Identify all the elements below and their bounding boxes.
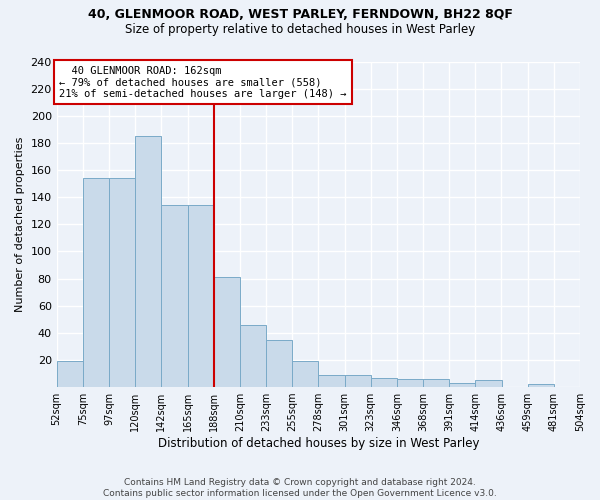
- Text: 40 GLENMOOR ROAD: 162sqm
← 79% of detached houses are smaller (558)
21% of semi-: 40 GLENMOOR ROAD: 162sqm ← 79% of detach…: [59, 66, 347, 99]
- Bar: [449, 383, 475, 387]
- Bar: [214, 277, 240, 387]
- Bar: [527, 384, 554, 387]
- Text: Size of property relative to detached houses in West Parley: Size of property relative to detached ho…: [125, 22, 475, 36]
- Bar: [240, 324, 266, 387]
- Text: Contains HM Land Registry data © Crown copyright and database right 2024.
Contai: Contains HM Land Registry data © Crown c…: [103, 478, 497, 498]
- Bar: [161, 206, 187, 387]
- Bar: [292, 362, 319, 387]
- Bar: [135, 136, 161, 387]
- Bar: [397, 379, 423, 387]
- Bar: [109, 178, 135, 387]
- Bar: [475, 380, 502, 387]
- Bar: [319, 375, 344, 387]
- Bar: [371, 378, 397, 387]
- Bar: [83, 178, 109, 387]
- Text: 40, GLENMOOR ROAD, WEST PARLEY, FERNDOWN, BH22 8QF: 40, GLENMOOR ROAD, WEST PARLEY, FERNDOWN…: [88, 8, 512, 20]
- Bar: [266, 340, 292, 387]
- Y-axis label: Number of detached properties: Number of detached properties: [15, 136, 25, 312]
- X-axis label: Distribution of detached houses by size in West Parley: Distribution of detached houses by size …: [158, 437, 479, 450]
- Bar: [344, 375, 371, 387]
- Bar: [56, 362, 83, 387]
- Bar: [423, 379, 449, 387]
- Bar: [187, 206, 214, 387]
